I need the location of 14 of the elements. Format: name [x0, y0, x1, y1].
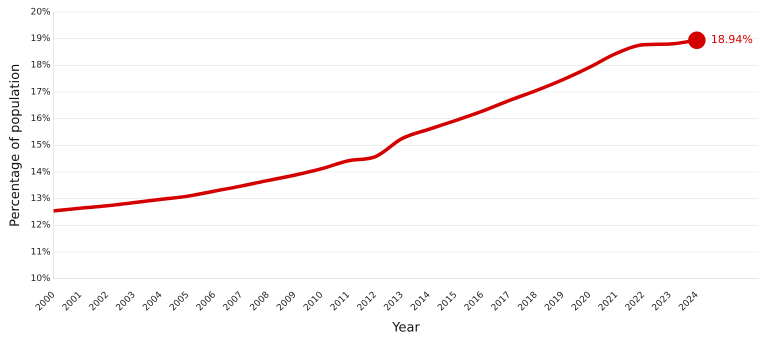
- data-label: 18.94%: [710, 33, 753, 46]
- y-tick-label: 15%: [30, 140, 52, 151]
- y-tick-label: 12%: [30, 220, 52, 231]
- y-tick-label: 14%: [30, 167, 52, 178]
- y-tick-label: 16%: [30, 114, 52, 124]
- y-axis-title: Percentage of population: [8, 64, 24, 227]
- y-tick-label: 13%: [30, 194, 52, 204]
- y-tick-label: 11%: [30, 247, 52, 258]
- y-tick-label: 18%: [30, 60, 52, 71]
- y-tick-label: 10%: [30, 274, 52, 284]
- x-axis-title: Year: [391, 320, 420, 336]
- y-tick-label: 17%: [30, 87, 52, 98]
- y-tick-label: 20%: [30, 7, 52, 18]
- y-tick-label: 19%: [30, 34, 52, 44]
